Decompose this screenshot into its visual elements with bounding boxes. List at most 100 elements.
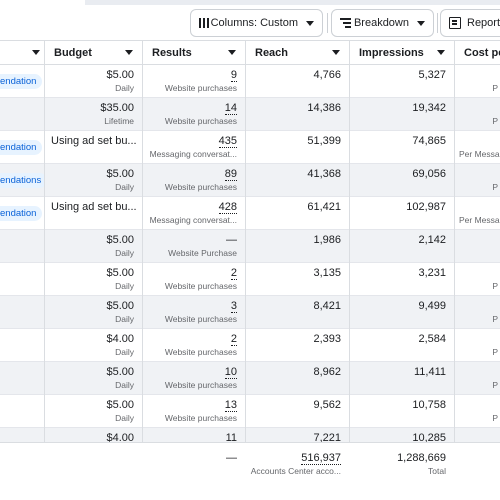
top-strip [0,0,500,5]
total-reach[interactable]: 516,937 [301,452,341,465]
total-results: — [226,452,237,464]
budget-type: Daily [115,281,134,291]
impressions-cell: 74,865 [349,131,454,163]
cost-type: P [492,281,498,291]
reports-button[interactable]: Reports [440,9,500,37]
header-cost[interactable]: Cost per [454,41,500,64]
results-cell: 435 Messaging conversat... [142,131,245,163]
total-results-cell: — [142,443,245,475]
table-row[interactable]: $4.00 Daily 2 Website purchases 2,393 2,584 P [0,329,500,362]
header-results[interactable]: Results [142,41,245,64]
budget-cell: $5.00 Daily [44,65,142,97]
col-divider [245,65,246,500]
result-type: Website purchases [164,314,237,324]
cost-type: Per Messa [459,215,500,225]
reach-value: 4,766 [313,69,341,81]
cost-cell: P [454,329,500,361]
header-budget[interactable]: Budget [44,41,142,64]
table-row[interactable]: $5.00 Daily 13 Website purchases 9,562 10,758… [0,395,500,428]
name-cell [0,230,44,262]
results-value[interactable]: 2 [230,333,237,346]
reach-value: 2,393 [313,333,341,345]
results-value[interactable]: 9 [230,69,237,82]
impressions-cell: 5,327 [349,65,454,97]
recommendation-badge[interactable]: endation [0,74,43,89]
cost-type: P [492,380,498,390]
reach-cell: 8,421 [245,296,349,328]
cost-cell: P [454,263,500,295]
name-cell: endation [0,131,44,163]
cost-cell: P [454,296,500,328]
table-row[interactable]: endation Using ad set bu... 428 Messaging c… [0,197,500,230]
results-value[interactable]: 13 [224,399,237,412]
budget-amount: $4.00 [106,432,134,444]
table-row[interactable]: $5.00 Daily 10 Website purchases 8,962 11,411… [0,362,500,395]
budget-text: Using ad set bu... [51,135,137,147]
impressions-cell: 2,142 [349,230,454,262]
table-row[interactable]: endations $5.00 Daily 89 Website purchases 41… [0,164,500,197]
result-type: Website purchases [164,83,237,93]
columns-label: Columns: Custom [210,17,298,29]
results-value[interactable]: 435 [218,135,237,148]
recommendation-badge[interactable]: endations [0,173,44,188]
impressions-value: 102,987 [406,201,446,213]
reach-cell: 8,962 [245,362,349,394]
reach-cell: 2,393 [245,329,349,361]
table-row[interactable]: endation $5.00 Daily 9 Website purchases 4,76… [0,65,500,98]
header-impressions[interactable]: Impressions [349,41,454,64]
results-value[interactable]: 3 [230,300,237,313]
header-name[interactable] [0,41,44,64]
reach-cell: 4,766 [245,65,349,97]
results-cell: 89 Website purchases [142,164,245,196]
cost-cell: Per Messa [454,197,500,229]
budget-cell: $5.00 Daily [44,230,142,262]
results-value[interactable]: 89 [224,168,237,181]
header-results-label: Results [152,46,192,59]
cost-type: P [492,314,498,324]
reports-label: Reports [467,17,500,29]
col-divider [349,40,350,65]
result-type: Messaging conversat... [149,215,237,225]
reach-value: 7,221 [313,432,341,444]
results-value[interactable]: 14 [224,102,237,115]
col-divider [245,40,246,65]
results-value[interactable]: 10 [224,366,237,379]
budget-amount: $5.00 [106,399,134,411]
table-row[interactable]: $5.00 Daily 2 Website purchases 3,135 3,231 P [0,263,500,296]
cost-type: P [492,347,498,357]
budget-type: Daily [115,380,134,390]
impressions-cell: 10,285 [349,428,454,460]
budget-cell: $35.00 Lifetime [44,98,142,130]
col-divider [349,65,350,500]
total-reach-sub: Accounts Center acco... [250,466,341,476]
result-type: Website Purchase [168,248,237,258]
results-value[interactable]: — [226,234,237,246]
budget-cell: $4.00 [44,428,142,460]
name-cell: endations [0,164,44,196]
header-reach[interactable]: Reach [245,41,349,64]
reach-value: 14,386 [307,102,341,114]
name-cell [0,395,44,427]
impressions-cell: 9,499 [349,296,454,328]
table-row[interactable]: $5.00 Daily — Website Purchase 1,986 2,142 [0,230,500,263]
col-divider [44,40,45,65]
impressions-value: 10,758 [412,399,446,411]
impressions-value: 19,342 [412,102,446,114]
budget-amount: $5.00 [106,234,134,246]
table-row[interactable]: $5.00 Daily 3 Website purchases 8,421 9,499 P [0,296,500,329]
results-value[interactable]: 2 [230,267,237,280]
results-cell: 10 Website purchases [142,362,245,394]
name-cell [0,296,44,328]
table-row[interactable]: endation Using ad set bu... 435 Messaging c… [0,131,500,164]
columns-button[interactable]: Columns: Custom [190,9,323,37]
recommendation-badge[interactable]: endation [0,206,43,221]
impressions-value: 2,142 [418,234,446,246]
cost-cell: P [454,362,500,394]
col-divider [454,65,455,500]
recommendation-badge[interactable]: endation [0,140,43,155]
cost-cell: P [454,164,500,196]
results-cell: — Website Purchase [142,230,245,262]
results-value[interactable]: 428 [218,201,237,214]
table-row[interactable]: $35.00 Lifetime 14 Website purchases 14,386 1… [0,98,500,131]
breakdown-button[interactable]: Breakdown [331,9,434,37]
